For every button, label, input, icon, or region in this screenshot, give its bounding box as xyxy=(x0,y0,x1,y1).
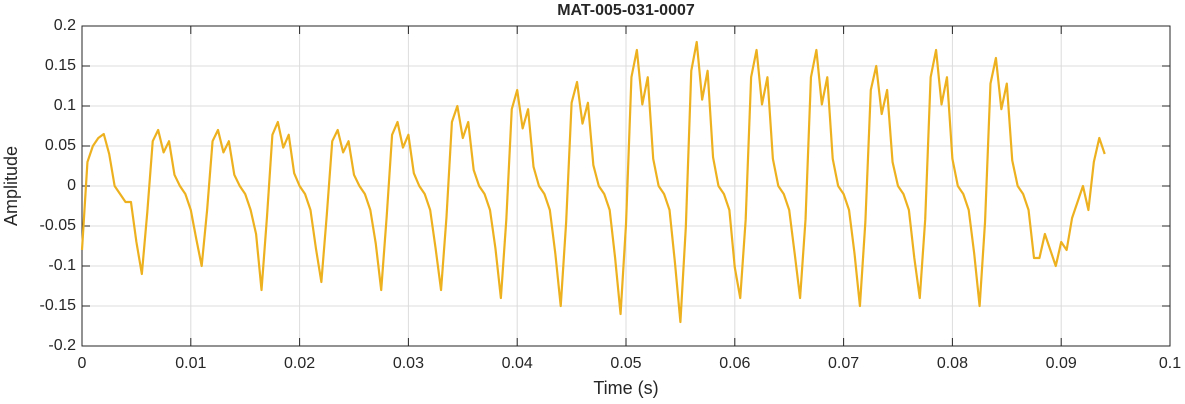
x-axis-label: Time (s) xyxy=(593,378,658,398)
x-tick-label: 0.06 xyxy=(719,355,750,372)
x-tick-label: 0.04 xyxy=(502,355,533,372)
y-tick-label: 0 xyxy=(67,177,76,194)
y-tick-label: -0.1 xyxy=(48,257,76,274)
x-tick-label: 0 xyxy=(78,355,87,372)
x-tick-label: 0.05 xyxy=(610,355,641,372)
plot-frame xyxy=(81,25,1171,347)
y-tick-label: 0.2 xyxy=(54,17,76,34)
x-tick-label: 0.03 xyxy=(393,355,424,372)
y-tick-label: 0.05 xyxy=(45,137,76,154)
y-tick-label: 0.1 xyxy=(54,97,76,114)
y-tick-label: 0.15 xyxy=(45,57,76,74)
x-tick-label: 0.02 xyxy=(284,355,315,372)
x-tick-label: 0.07 xyxy=(828,355,859,372)
y-tick-label: -0.05 xyxy=(40,217,77,234)
x-tick-label: 0.09 xyxy=(1046,355,1077,372)
x-tick-label: 0.01 xyxy=(175,355,206,372)
chart-title: MAT-005-031-0007 xyxy=(557,2,695,19)
x-tick-label: 0.1 xyxy=(1159,355,1181,372)
line-series xyxy=(80,40,1106,324)
y-tick-label: -0.2 xyxy=(48,337,76,354)
y-tick-label: -0.15 xyxy=(40,297,77,314)
x-tick-label: 0.08 xyxy=(937,355,968,372)
y-axis-label: Amplitude xyxy=(1,146,21,226)
